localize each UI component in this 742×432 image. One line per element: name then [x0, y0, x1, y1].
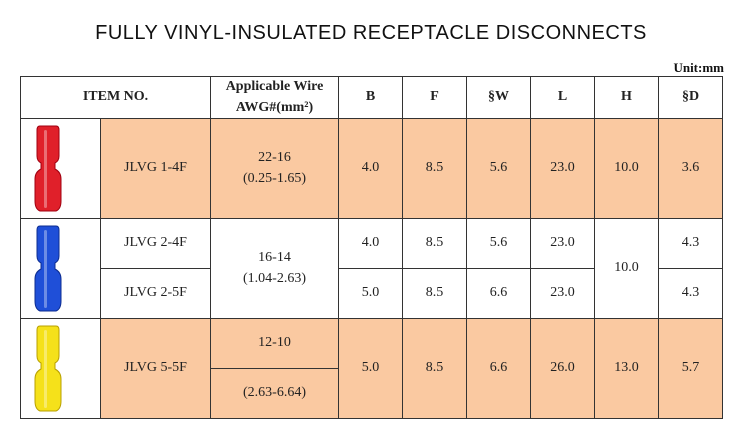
value-cell: 5.6 — [466, 118, 531, 219]
cell-text: 4.3 — [681, 235, 700, 251]
value-cell: 23.0 — [530, 118, 595, 219]
cell-text: B — [365, 89, 376, 105]
value-cell: 5.0 — [338, 268, 403, 319]
cell-text: 5.6 — [489, 160, 508, 176]
cell-text: 8.5 — [425, 235, 444, 251]
cell-text: 12-10 — [258, 335, 291, 351]
value-cell: 4.0 — [338, 218, 403, 269]
value-cell: 6.6 — [466, 268, 531, 319]
wire-cell: 16-14 (1.04-2.63) — [210, 218, 339, 319]
cell-text: 8.5 — [425, 285, 444, 301]
cell-text: 3.6 — [681, 160, 700, 176]
header-cell: F — [402, 76, 467, 119]
value-cell: 23.0 — [530, 268, 595, 319]
value-cell: 8.5 — [402, 118, 467, 219]
value-cell: 5.6 — [466, 218, 531, 269]
value-cell: 13.0 — [594, 318, 659, 419]
cell-text: §W — [488, 89, 509, 105]
image-cell — [20, 218, 101, 319]
image-cell — [20, 318, 101, 419]
cell-text: 8.5 — [425, 360, 444, 376]
header-cell: §D — [658, 76, 723, 119]
value-cell: 4.0 — [338, 118, 403, 219]
value-cell: 4.3 — [658, 218, 723, 269]
unit-label: Unit:mm — [673, 60, 724, 75]
header-cell: §W — [466, 76, 531, 119]
value-cell: 8.5 — [402, 218, 467, 269]
value-cell: 8.5 — [402, 268, 467, 319]
header-cell: L — [530, 76, 595, 119]
cell-text: 5.6 — [489, 235, 508, 251]
cell-text: 23.0 — [550, 235, 575, 251]
wire-cell: 12-10 — [210, 318, 339, 369]
item-cell: JLVG 2-5F — [100, 268, 211, 319]
cell-text: 16-14 — [258, 250, 291, 266]
cell-text: JLVG 1-4F — [124, 160, 187, 176]
header-cell: Applicable Wire AWG#(mm²) — [210, 76, 339, 119]
cell-text: 13.0 — [614, 360, 639, 376]
cell-text: AWG#(mm²) — [235, 99, 314, 115]
cell-text: JLVG 2-5F — [124, 285, 187, 301]
value-cell: 3.6 — [658, 118, 723, 219]
cell-text: JLVG 2-4F — [124, 235, 187, 251]
cell-text: 6.6 — [489, 285, 508, 301]
cell-text: 5.0 — [361, 360, 380, 376]
value-cell: 23.0 — [530, 218, 595, 269]
cell-text: 4.0 — [361, 235, 380, 251]
wire-cell: 22-16 (0.25-1.65) — [210, 118, 339, 219]
cell-text: 5.7 — [681, 360, 700, 376]
value-cell: 5.0 — [338, 318, 403, 419]
item-cell: JLVG 5-5F — [100, 318, 211, 419]
cell-text: 6.6 — [489, 360, 508, 376]
cell-text: 10.0 — [614, 260, 639, 276]
cell-text: (0.25-1.65) — [243, 170, 306, 186]
header-cell: B — [338, 76, 403, 119]
cell-text: ITEM NO. — [82, 89, 149, 105]
item-cell: JLVG 2-4F — [100, 218, 211, 269]
cell-text: 26.0 — [550, 360, 575, 376]
item-cell: JLVG 1-4F — [100, 118, 211, 219]
value-cell: 5.7 — [658, 318, 723, 419]
header-cell: ITEM NO. — [20, 76, 211, 119]
cell-text: 22-16 — [258, 150, 291, 166]
cell-text: L — [557, 89, 568, 105]
cell-text: 23.0 — [550, 160, 575, 176]
cell-text: H — [621, 89, 632, 105]
wire-cell: (2.63-6.64) — [210, 368, 339, 419]
cell-text: §D — [681, 89, 700, 105]
value-cell: 26.0 — [530, 318, 595, 419]
cell-text: 10.0 — [614, 160, 639, 176]
image-cell — [20, 118, 101, 219]
cell-text: F — [430, 89, 439, 105]
header-cell: H — [594, 76, 659, 119]
value-cell: 4.3 — [658, 268, 723, 319]
cell-text: JLVG 5-5F — [124, 360, 187, 376]
cell-text: 8.5 — [425, 160, 444, 176]
value-cell: 10.0 — [594, 118, 659, 219]
value-cell: 8.5 — [402, 318, 467, 419]
cell-text: Applicable Wire — [225, 79, 324, 95]
cell-text: 4.0 — [361, 160, 380, 176]
cell-text: 5.0 — [361, 285, 380, 301]
cell-text: (2.63-6.64) — [243, 385, 306, 401]
value-cell: 10.0 — [594, 218, 659, 319]
cell-text: 4.3 — [681, 285, 700, 301]
cell-text: (1.04-2.63) — [243, 270, 306, 286]
title: FULLY VINYL-INSULATED RECEPTACLE DISCONN… — [95, 22, 647, 44]
value-cell: 6.6 — [466, 318, 531, 419]
cell-text: 23.0 — [550, 285, 575, 301]
